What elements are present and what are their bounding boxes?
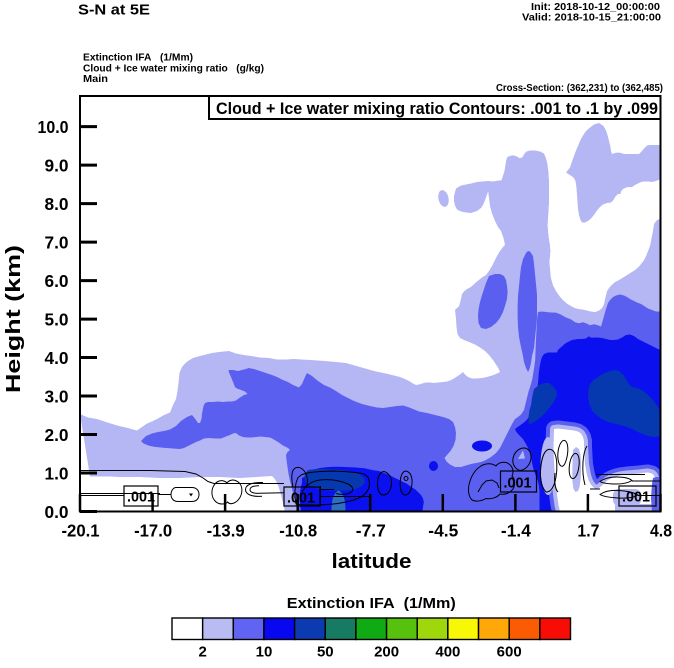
- svg-text:Valid: 2018-10-15_21:00:00: Valid: 2018-10-15_21:00:00: [522, 13, 661, 24]
- svg-text:7.0: 7.0: [45, 233, 69, 253]
- svg-text:.001: .001: [287, 491, 315, 507]
- svg-text:Cloud + Ice water mixing ratio: Cloud + Ice water mixing ratio Contours:…: [216, 100, 658, 118]
- svg-text:10: 10: [256, 644, 273, 661]
- svg-text:600: 600: [497, 644, 522, 661]
- svg-text:Cloud + Ice water mixing ratio: Cloud + Ice water mixing ratio (g/kg): [83, 64, 264, 75]
- svg-text:latitude: latitude: [332, 551, 412, 573]
- svg-text:-13.9: -13.9: [207, 521, 245, 541]
- svg-text:.001: .001: [622, 490, 650, 506]
- svg-text:200: 200: [374, 644, 399, 661]
- svg-text:Extinction IFA (1/Mm): Extinction IFA (1/Mm): [287, 596, 456, 612]
- svg-text:10.0: 10.0: [38, 117, 69, 137]
- svg-text:-4.5: -4.5: [428, 521, 458, 541]
- svg-text:2.0: 2.0: [45, 425, 69, 445]
- svg-text:.001: .001: [504, 476, 532, 492]
- svg-text:Cross-Section: (362,231) to (3: Cross-Section: (362,231) to (362,485): [496, 83, 663, 94]
- svg-text:4.8: 4.8: [650, 521, 672, 541]
- svg-text:-7.7: -7.7: [356, 521, 386, 541]
- svg-text:3.0: 3.0: [45, 386, 69, 406]
- svg-text:4.0: 4.0: [45, 348, 69, 368]
- svg-text:6.0: 6.0: [45, 271, 69, 291]
- svg-text:1.0: 1.0: [45, 463, 69, 483]
- svg-text:0.0: 0.0: [45, 502, 69, 522]
- svg-text:8.0: 8.0: [45, 194, 69, 214]
- svg-text:1.7: 1.7: [577, 521, 599, 541]
- svg-text:-17.0: -17.0: [134, 521, 172, 541]
- svg-text:Init: 2018-10-12_00:00:00: Init: 2018-10-12_00:00:00: [531, 2, 660, 13]
- svg-text:2: 2: [199, 644, 207, 661]
- svg-text:S-N at 5E: S-N at 5E: [78, 2, 150, 19]
- svg-text:-20.1: -20.1: [62, 521, 100, 541]
- svg-text:400: 400: [435, 644, 460, 661]
- svg-text:.001: .001: [127, 490, 155, 506]
- svg-text:9.0: 9.0: [45, 156, 69, 176]
- svg-text:-1.4: -1.4: [501, 521, 531, 541]
- svg-text:50: 50: [317, 644, 334, 661]
- svg-text:5.0: 5.0: [45, 309, 69, 329]
- svg-text:-10.8: -10.8: [279, 521, 317, 541]
- svg-text:Main: Main: [83, 74, 108, 85]
- svg-text:Extinction IFA (1/Mm): Extinction IFA (1/Mm): [83, 53, 193, 64]
- svg-text:Height (km): Height (km): [3, 245, 25, 393]
